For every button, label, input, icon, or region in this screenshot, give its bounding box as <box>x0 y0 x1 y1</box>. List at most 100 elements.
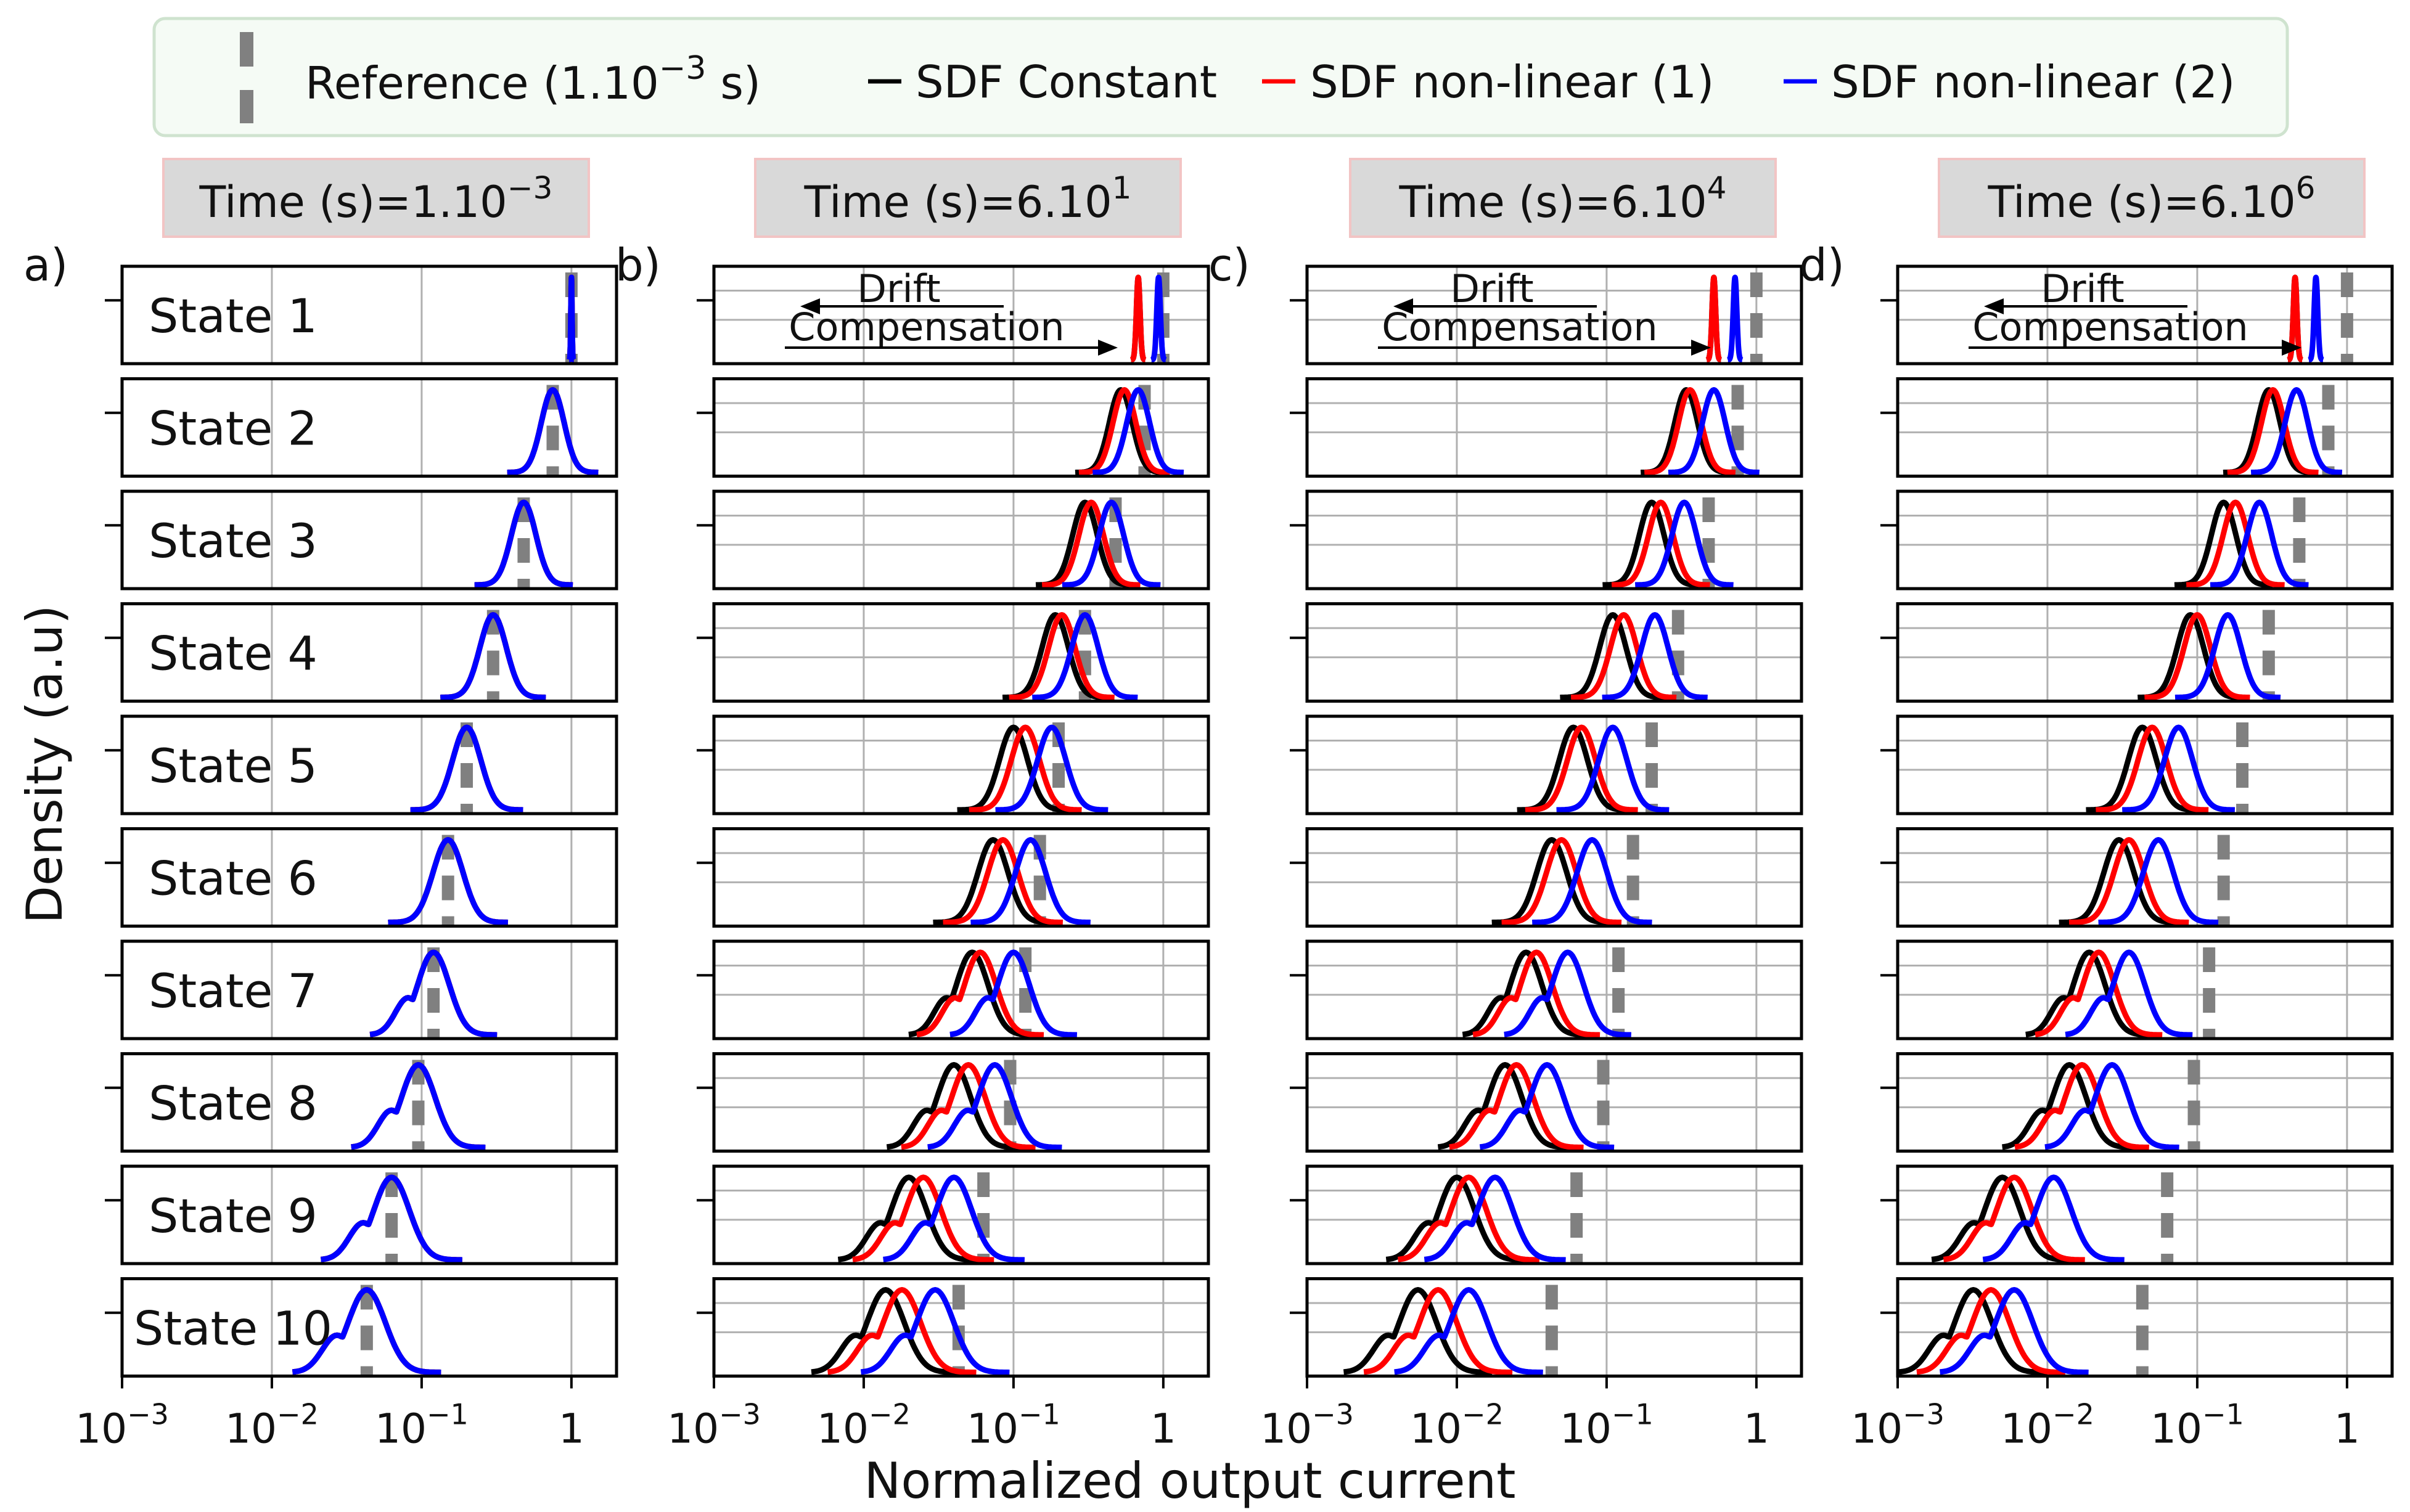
row-frame <box>1305 827 1803 928</box>
state-label: State 10 <box>134 1301 332 1356</box>
density-curve-nl2 <box>1502 949 1633 1038</box>
row-background <box>122 266 617 364</box>
state-row <box>1880 377 2394 478</box>
row-frame <box>120 1277 618 1378</box>
x-tick-label: 10−2 <box>1410 1398 1504 1453</box>
row-background <box>714 603 1208 701</box>
density-curve-nl2 <box>1393 1287 1544 1375</box>
density-curve-constant <box>885 1062 1022 1150</box>
panel-title: Time (s)=6.106 <box>1988 170 2316 227</box>
density-curve-nl1 <box>941 837 1064 925</box>
density-curve-constant <box>810 1287 961 1375</box>
density-curve-nl1 <box>851 1174 995 1263</box>
density-curve-nl2 <box>1060 499 1162 588</box>
x-tick-label: 1 <box>559 1405 584 1453</box>
row-frame <box>120 489 618 590</box>
state-row <box>697 377 1210 478</box>
compensation-arrowhead <box>1098 340 1118 356</box>
row-frame <box>712 827 1210 928</box>
state-row <box>697 1277 1210 1378</box>
state-label: State 2 <box>149 401 318 456</box>
density-curve-nl2 <box>1030 612 1139 700</box>
state-row: State 10 <box>105 1277 618 1378</box>
state-row: State 1 <box>105 264 618 366</box>
state-row <box>1880 1277 2394 1378</box>
row-frame <box>120 827 618 928</box>
state-row <box>697 1052 1210 1153</box>
drift-label: Drift <box>857 266 941 311</box>
density-curve-nl2 <box>566 274 577 363</box>
state-row: State 5 <box>105 714 618 815</box>
state-row <box>1880 827 2394 928</box>
compensation-label: Compensation <box>789 304 1064 349</box>
density-curve-nl2 <box>969 837 1092 925</box>
row-frame <box>1896 602 2394 703</box>
state-row <box>1880 714 2394 815</box>
drift-arrowhead <box>800 298 820 314</box>
legend-frame <box>152 17 2289 137</box>
state-row: State 4 <box>105 602 618 703</box>
density-curve-nl2 <box>1633 499 1736 588</box>
row-background <box>1307 1166 1801 1264</box>
x-tick-label: 10−3 <box>667 1398 761 1453</box>
panel-title-box <box>162 158 590 238</box>
row-frame <box>120 377 618 478</box>
state-row <box>697 939 1210 1040</box>
density-curve-constant <box>1385 1174 1529 1263</box>
row-frame <box>120 264 618 366</box>
density-curve-constant <box>908 949 1037 1038</box>
density-curve-nl2 <box>882 1174 1026 1263</box>
x-tick-label: 10−1 <box>967 1398 1060 1453</box>
state-label: State 5 <box>149 738 318 793</box>
density-curve-nl1 <box>967 724 1083 813</box>
density-curve-nl2 <box>2173 612 2282 700</box>
compensation-arrowhead <box>2282 340 2301 356</box>
row-frame <box>1896 1164 2394 1265</box>
state-row <box>697 489 1210 590</box>
row-background <box>122 603 617 701</box>
state-row: State 6 <box>105 827 618 928</box>
panel-title-box <box>1349 158 1777 238</box>
row-frame <box>712 489 1210 590</box>
state-label: State 9 <box>149 1188 318 1243</box>
state-row <box>1880 602 2394 703</box>
compensation-arrowhead <box>1691 340 1711 356</box>
x-tick-label: 10−2 <box>817 1398 911 1453</box>
row-background <box>122 716 617 814</box>
row-frame <box>712 939 1210 1040</box>
state-row: State 2 <box>105 377 618 478</box>
x-tick-label: 10−2 <box>225 1398 319 1453</box>
panel-letter: a) <box>23 239 68 291</box>
density-curve-nl2 <box>859 1287 1010 1375</box>
compensation-label: Compensation <box>1382 304 1657 349</box>
density-curve-nl1 <box>1472 949 1601 1038</box>
state-row <box>1880 489 2394 590</box>
density-curve-constant <box>1930 1174 2075 1263</box>
panel-letter: d) <box>1799 239 1845 291</box>
x-axis-label: Normalized output current <box>864 1452 1516 1510</box>
density-curve-nl1 <box>1363 1287 1514 1375</box>
row-frame <box>1896 1277 2394 1378</box>
row-frame <box>1896 827 2394 928</box>
state-row <box>1290 714 1803 815</box>
density-curve-nl2 <box>1423 1174 1567 1263</box>
row-frame <box>712 377 1210 478</box>
panel-a: a) Time (s)=1.10−3 State 1 State 2 State 3 St… <box>23 158 618 1453</box>
row-frame <box>1896 1052 2394 1153</box>
density-curve-nl2 <box>1091 387 1186 475</box>
density-curve-nl2 <box>438 612 547 700</box>
row-background <box>714 716 1208 814</box>
density-curve-nl2 <box>350 1062 487 1150</box>
x-tick-label: 10−1 <box>375 1398 469 1453</box>
state-row: State 7 <box>105 939 618 1040</box>
state-row <box>1290 377 1803 478</box>
legend-constant-label: SDF Constant <box>916 56 1217 108</box>
panels: a) Time (s)=1.10−3 State 1 State 2 State 3 St… <box>23 158 2394 1453</box>
state-label: State 3 <box>149 513 318 568</box>
row-frame <box>1896 939 2394 1040</box>
density-curve-nl2 <box>1478 1062 1615 1150</box>
legend-nl1-label: SDF non-linear (1) <box>1310 56 1714 108</box>
row-frame <box>120 714 618 815</box>
